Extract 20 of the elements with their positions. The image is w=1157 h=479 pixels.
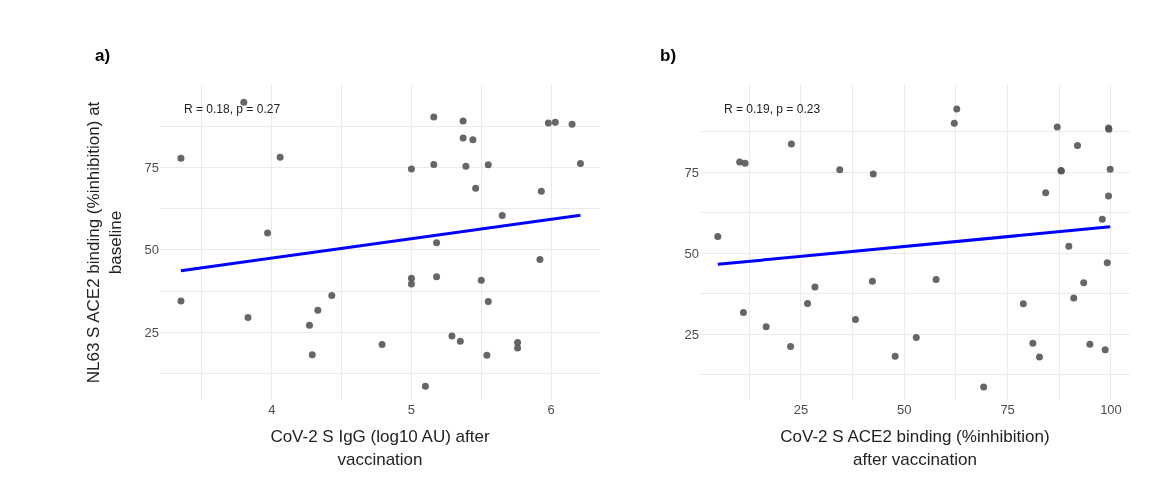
x-axis-title: CoV-2 S ACE2 binding (%inhibition) after vaccination xyxy=(780,427,1050,469)
annotation: R = 0.19, p = 0.23 xyxy=(724,102,821,116)
y-tick-label: 75 xyxy=(684,164,699,180)
y-tick-label: 50 xyxy=(684,245,699,261)
chart-title: a) xyxy=(95,45,111,65)
chart-title: b) xyxy=(660,45,677,65)
y-tick-label: 25 xyxy=(144,324,159,340)
x-tick-label: 100 xyxy=(1100,402,1122,417)
x-tick-label: 25 xyxy=(793,402,809,417)
y-tick-label: 25 xyxy=(684,326,699,342)
x-tick-label: 4 xyxy=(268,402,276,417)
x-tick-label: 50 xyxy=(897,402,912,417)
y-tick-label: 50 xyxy=(144,242,159,258)
x-axis-title: CoV-2 S IgG (log10 AU) after vaccination xyxy=(270,427,490,469)
annotation: R = 0.18, p = 0.27 xyxy=(184,102,281,116)
y-tick-label: 75 xyxy=(144,160,159,176)
y-axis-title: NL63 S ACE2 binding (%inhibition) at baseline xyxy=(83,101,126,384)
x-tick-label: 75 xyxy=(1000,402,1015,417)
x-tick-label: 6 xyxy=(547,402,555,417)
x-tick-label: 5 xyxy=(407,402,416,417)
